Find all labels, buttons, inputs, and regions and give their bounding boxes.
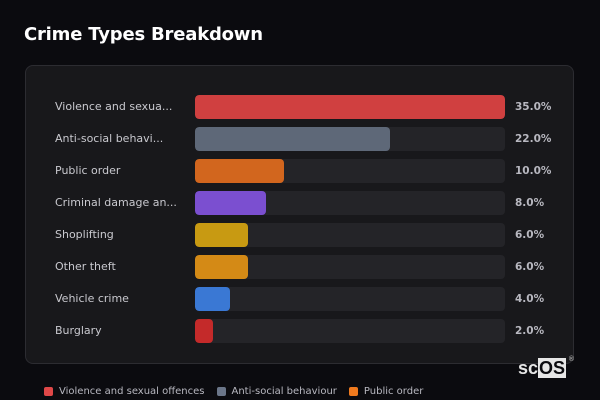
- bar-track: [195, 223, 505, 247]
- bar-row[interactable]: Shoplifting 6.0%: [26, 223, 573, 247]
- legend-swatch-icon: [348, 387, 358, 396]
- bar-label: Vehicle crime: [55, 292, 129, 305]
- bar-row[interactable]: Burglary 2.0%: [26, 319, 573, 343]
- bar-fill: [195, 95, 505, 119]
- logo-prefix: sc: [518, 358, 539, 378]
- bar-value: 35.0%: [515, 101, 552, 113]
- bar-value: 4.0%: [515, 293, 545, 305]
- scos-logo: scOS ®: [518, 356, 574, 379]
- bar-track: [195, 127, 505, 151]
- bar-row[interactable]: Vehicle crime 4.0%: [26, 287, 573, 311]
- legend-item[interactable]: Public order: [348, 386, 424, 397]
- bar-label: Criminal damage an...: [55, 196, 177, 209]
- bar-track: [195, 191, 505, 215]
- bar-row[interactable]: Public order 10.0%: [26, 159, 573, 183]
- bar-row[interactable]: Criminal damage an... 8.0%: [26, 191, 573, 215]
- chart-legend: Violence and sexual offences Anti-social…: [44, 386, 423, 397]
- bar-fill: [195, 159, 284, 183]
- bar-fill: [195, 223, 249, 247]
- chart-panel: Violence and sexua... 35.0% Anti-social …: [25, 65, 574, 364]
- bar-label: Burglary: [55, 324, 102, 337]
- bar-row[interactable]: Anti-social behavi... 22.0%: [26, 127, 573, 151]
- bar-value: 8.0%: [515, 197, 545, 209]
- bar-value: 10.0%: [515, 165, 552, 177]
- bar-track: [195, 159, 505, 183]
- bar-row[interactable]: Violence and sexua... 35.0%: [26, 95, 573, 119]
- bar-track: [195, 287, 505, 311]
- legend-item[interactable]: Anti-social behaviour: [216, 386, 337, 397]
- bar-fill: [195, 319, 213, 343]
- logo-highlight: OS: [538, 358, 567, 378]
- bar-value: 6.0%: [515, 261, 545, 273]
- bar-label: Shoplifting: [55, 228, 114, 241]
- bar-value: 22.0%: [515, 133, 552, 145]
- bar-label: Other theft: [55, 260, 116, 273]
- bar-label: Anti-social behavi...: [55, 132, 164, 145]
- bar-fill: [195, 255, 249, 279]
- bar-label: Public order: [55, 164, 121, 177]
- legend-item[interactable]: Violence and sexual offences: [44, 386, 205, 397]
- legend-label: Public order: [363, 386, 424, 397]
- bar-value: 2.0%: [515, 325, 545, 337]
- bar-track: [195, 95, 505, 119]
- registered-mark: ®: [568, 356, 575, 363]
- chart-title: Crime Types Breakdown: [24, 24, 263, 45]
- legend-label: Anti-social behaviour: [231, 386, 337, 397]
- bar-track: [195, 255, 505, 279]
- legend-label: Violence and sexual offences: [59, 386, 205, 397]
- legend-swatch-icon: [44, 387, 53, 396]
- bar-fill: [195, 127, 390, 151]
- bar-track: [195, 319, 505, 343]
- bar-fill: [195, 191, 266, 215]
- bar-label: Violence and sexua...: [55, 100, 173, 113]
- legend-swatch-icon: [216, 387, 226, 396]
- bar-fill: [195, 287, 231, 311]
- bar-row[interactable]: Other theft 6.0%: [26, 255, 573, 279]
- bar-value: 6.0%: [515, 229, 545, 241]
